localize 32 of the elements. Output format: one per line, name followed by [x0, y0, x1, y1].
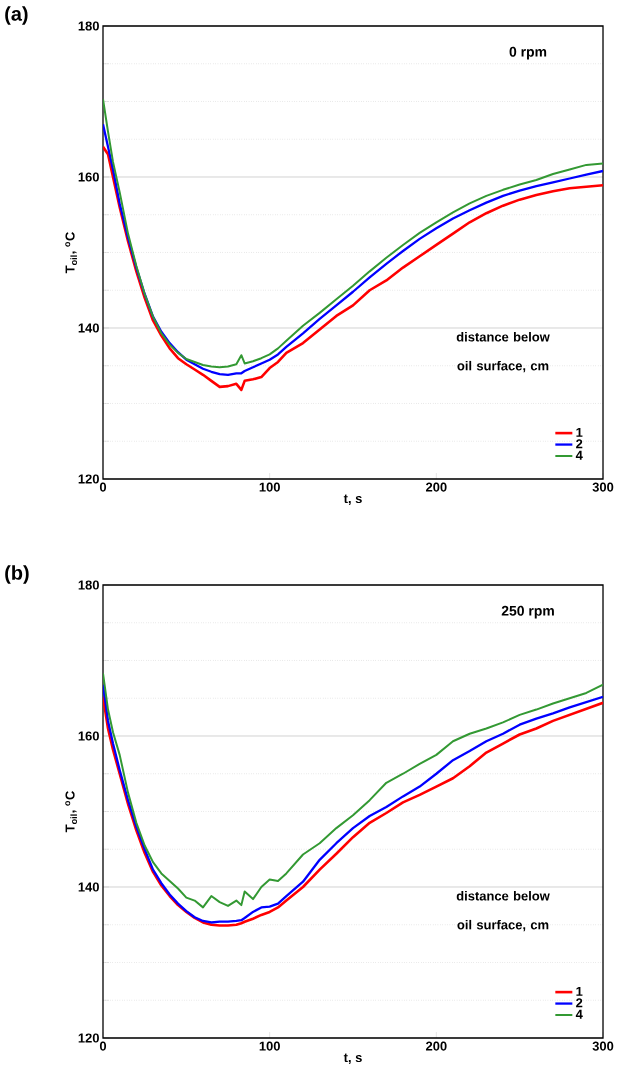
x-tick-label: 300 [592, 482, 614, 492]
legend-label: 4 [575, 450, 583, 460]
legend-label: 4 [575, 1009, 583, 1019]
y-tick-label: 180 [78, 21, 99, 31]
x-tick-label: 0 [99, 1041, 107, 1051]
y-tick-label: 120 [78, 474, 99, 484]
x-axis-title: t, s [343, 1053, 362, 1064]
y-tick-label: 120 [78, 1033, 99, 1043]
legend-label: 2 [576, 998, 583, 1008]
x-tick-label: 100 [259, 1041, 280, 1051]
legend-label: 1 [576, 986, 583, 996]
annotation: 250 rpm [501, 605, 554, 619]
y-axis-title: T$_{oil}$, $^{o}$C [65, 232, 78, 274]
x-tick-label: 0 [99, 482, 107, 492]
x-tick-label: 200 [425, 482, 447, 492]
x-tick-label: 100 [259, 482, 280, 492]
x-tick-label: 200 [425, 1041, 447, 1051]
text: distance below oil surface, cm [456, 332, 550, 373]
x-tick-label: 300 [592, 1041, 614, 1051]
y-tick-label: 160 [78, 731, 99, 741]
annotation: 0 rpm [509, 46, 547, 60]
y-tick-label: 140 [78, 882, 99, 892]
y-tick-label: 140 [78, 323, 99, 333]
text: distance below oil surface, cm [456, 891, 550, 932]
y-axis-title: T$_{oil}$, $^{o}$C [65, 791, 78, 833]
chart-title: (b) [5, 565, 29, 584]
legend-label: 2 [576, 439, 583, 449]
legend-label: 1 [576, 427, 583, 437]
y-tick-label: 160 [78, 172, 99, 182]
x-axis-title: t, s [343, 494, 362, 505]
y-tick-label: 180 [78, 580, 99, 590]
chart-title: (a) [5, 6, 28, 25]
